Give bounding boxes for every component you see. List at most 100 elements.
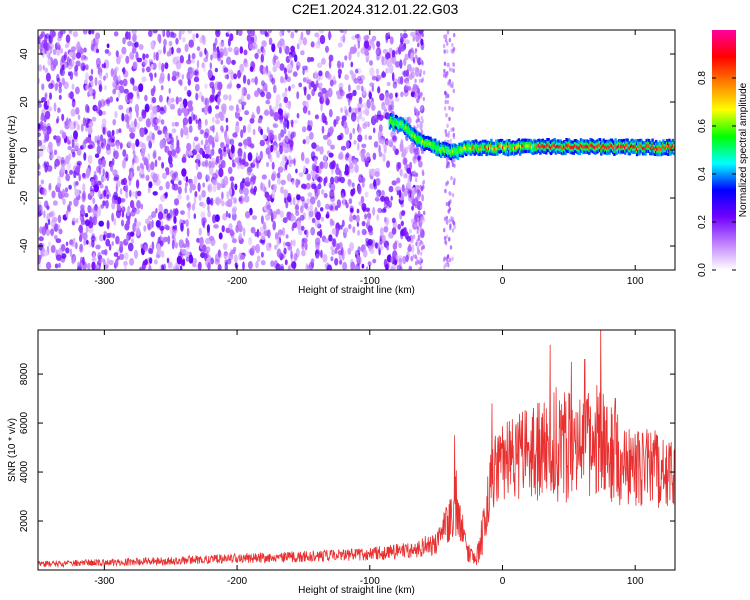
noise-blob (154, 72, 157, 78)
noise-blob (122, 159, 126, 169)
noise-blob (349, 132, 353, 141)
noise-blob (329, 205, 334, 211)
noise-blob (415, 260, 419, 265)
noise-blob (356, 254, 360, 264)
noise-blob (250, 30, 255, 37)
noise-blob (166, 30, 171, 38)
noise-blob (237, 69, 242, 79)
noise-blob (54, 158, 60, 167)
noise-blob (302, 77, 307, 83)
noise-blob (54, 83, 58, 92)
noise-blob (151, 63, 154, 70)
noise-blob (184, 86, 188, 91)
noise-blob (113, 31, 119, 37)
noise-blob (415, 184, 418, 190)
noise-blob (207, 105, 212, 115)
noise-blob (400, 91, 404, 98)
noise-blob (258, 231, 262, 236)
noise-blob (224, 262, 228, 270)
noise-blob (451, 162, 455, 167)
noise-blob (74, 189, 80, 197)
noise-blob (445, 71, 448, 77)
noise-blob (219, 198, 222, 204)
noise-blob (344, 55, 348, 61)
noise-blob (168, 133, 173, 138)
noise-blob (290, 239, 293, 246)
noise-blob (134, 61, 138, 69)
noise-blob (106, 97, 111, 107)
noise-blob (70, 242, 77, 248)
noise-blob (101, 250, 106, 255)
noise-blob (365, 152, 371, 162)
noise-blob (411, 244, 415, 254)
noise-blob (385, 140, 391, 147)
noise-blob (279, 210, 285, 218)
noise-blob (148, 264, 152, 270)
noise-blob (185, 219, 189, 227)
noise-blob (422, 185, 425, 190)
noise-blob (39, 34, 43, 40)
noise-blob (274, 232, 279, 239)
noise-blob (420, 129, 424, 134)
noise-blob (125, 184, 129, 193)
noise-blob (60, 156, 65, 165)
noise-blob (239, 46, 244, 54)
noise-blob (136, 57, 143, 63)
noise-blob (349, 163, 355, 174)
noise-blob (219, 41, 225, 48)
noise-blob (88, 75, 94, 81)
noise-blob (111, 129, 115, 136)
noise-blob (129, 111, 132, 121)
noise-blob (87, 262, 91, 270)
noise-blob (422, 96, 425, 102)
noise-blob (303, 86, 307, 96)
noise-blob (53, 102, 57, 112)
y-axis-label: Frequency (Hz) (7, 116, 18, 185)
noise-blob (83, 152, 87, 161)
noise-blob (238, 232, 242, 240)
noise-blob (452, 127, 455, 132)
noise-blob (155, 219, 161, 228)
noise-blob (65, 241, 69, 246)
noise-blob (49, 92, 52, 100)
noise-blob (417, 42, 420, 48)
noise-blob (126, 208, 130, 217)
noise-blob (132, 149, 136, 156)
noise-blob (337, 68, 342, 76)
noise-blob (75, 60, 81, 67)
noise-blob (160, 119, 165, 125)
noise-blob (357, 229, 361, 236)
noise-blob (229, 79, 233, 89)
noise-blob (175, 145, 181, 154)
noise-blob (240, 101, 247, 106)
noise-blob (167, 101, 172, 106)
noise-blob (347, 178, 352, 186)
noise-blob (301, 126, 307, 133)
noise-blob (239, 187, 244, 195)
noise-blob (211, 86, 216, 95)
noise-blob (234, 123, 240, 134)
noise-blob (73, 170, 77, 179)
noise-blob (71, 101, 76, 108)
noise-blob (170, 142, 175, 151)
noise-blob (226, 258, 232, 265)
noise-blob (43, 138, 47, 144)
noise-blob (56, 137, 61, 147)
noise-blob (233, 46, 240, 56)
noise-blob (87, 144, 93, 150)
noise-blob (337, 153, 344, 160)
noise-blob (372, 258, 377, 264)
noise-blob (131, 238, 134, 244)
noise-blob (244, 211, 251, 219)
noise-blob (407, 193, 411, 202)
noise-blob (157, 243, 161, 253)
noise-blob (154, 159, 158, 168)
noise-blob (131, 142, 136, 151)
noise-blob (85, 167, 91, 178)
noise-blob (44, 200, 49, 208)
noise-blob (301, 249, 306, 257)
noise-blob (452, 88, 455, 94)
noise-blob (152, 191, 158, 196)
noise-blob (223, 67, 229, 73)
noise-blob (386, 161, 390, 169)
